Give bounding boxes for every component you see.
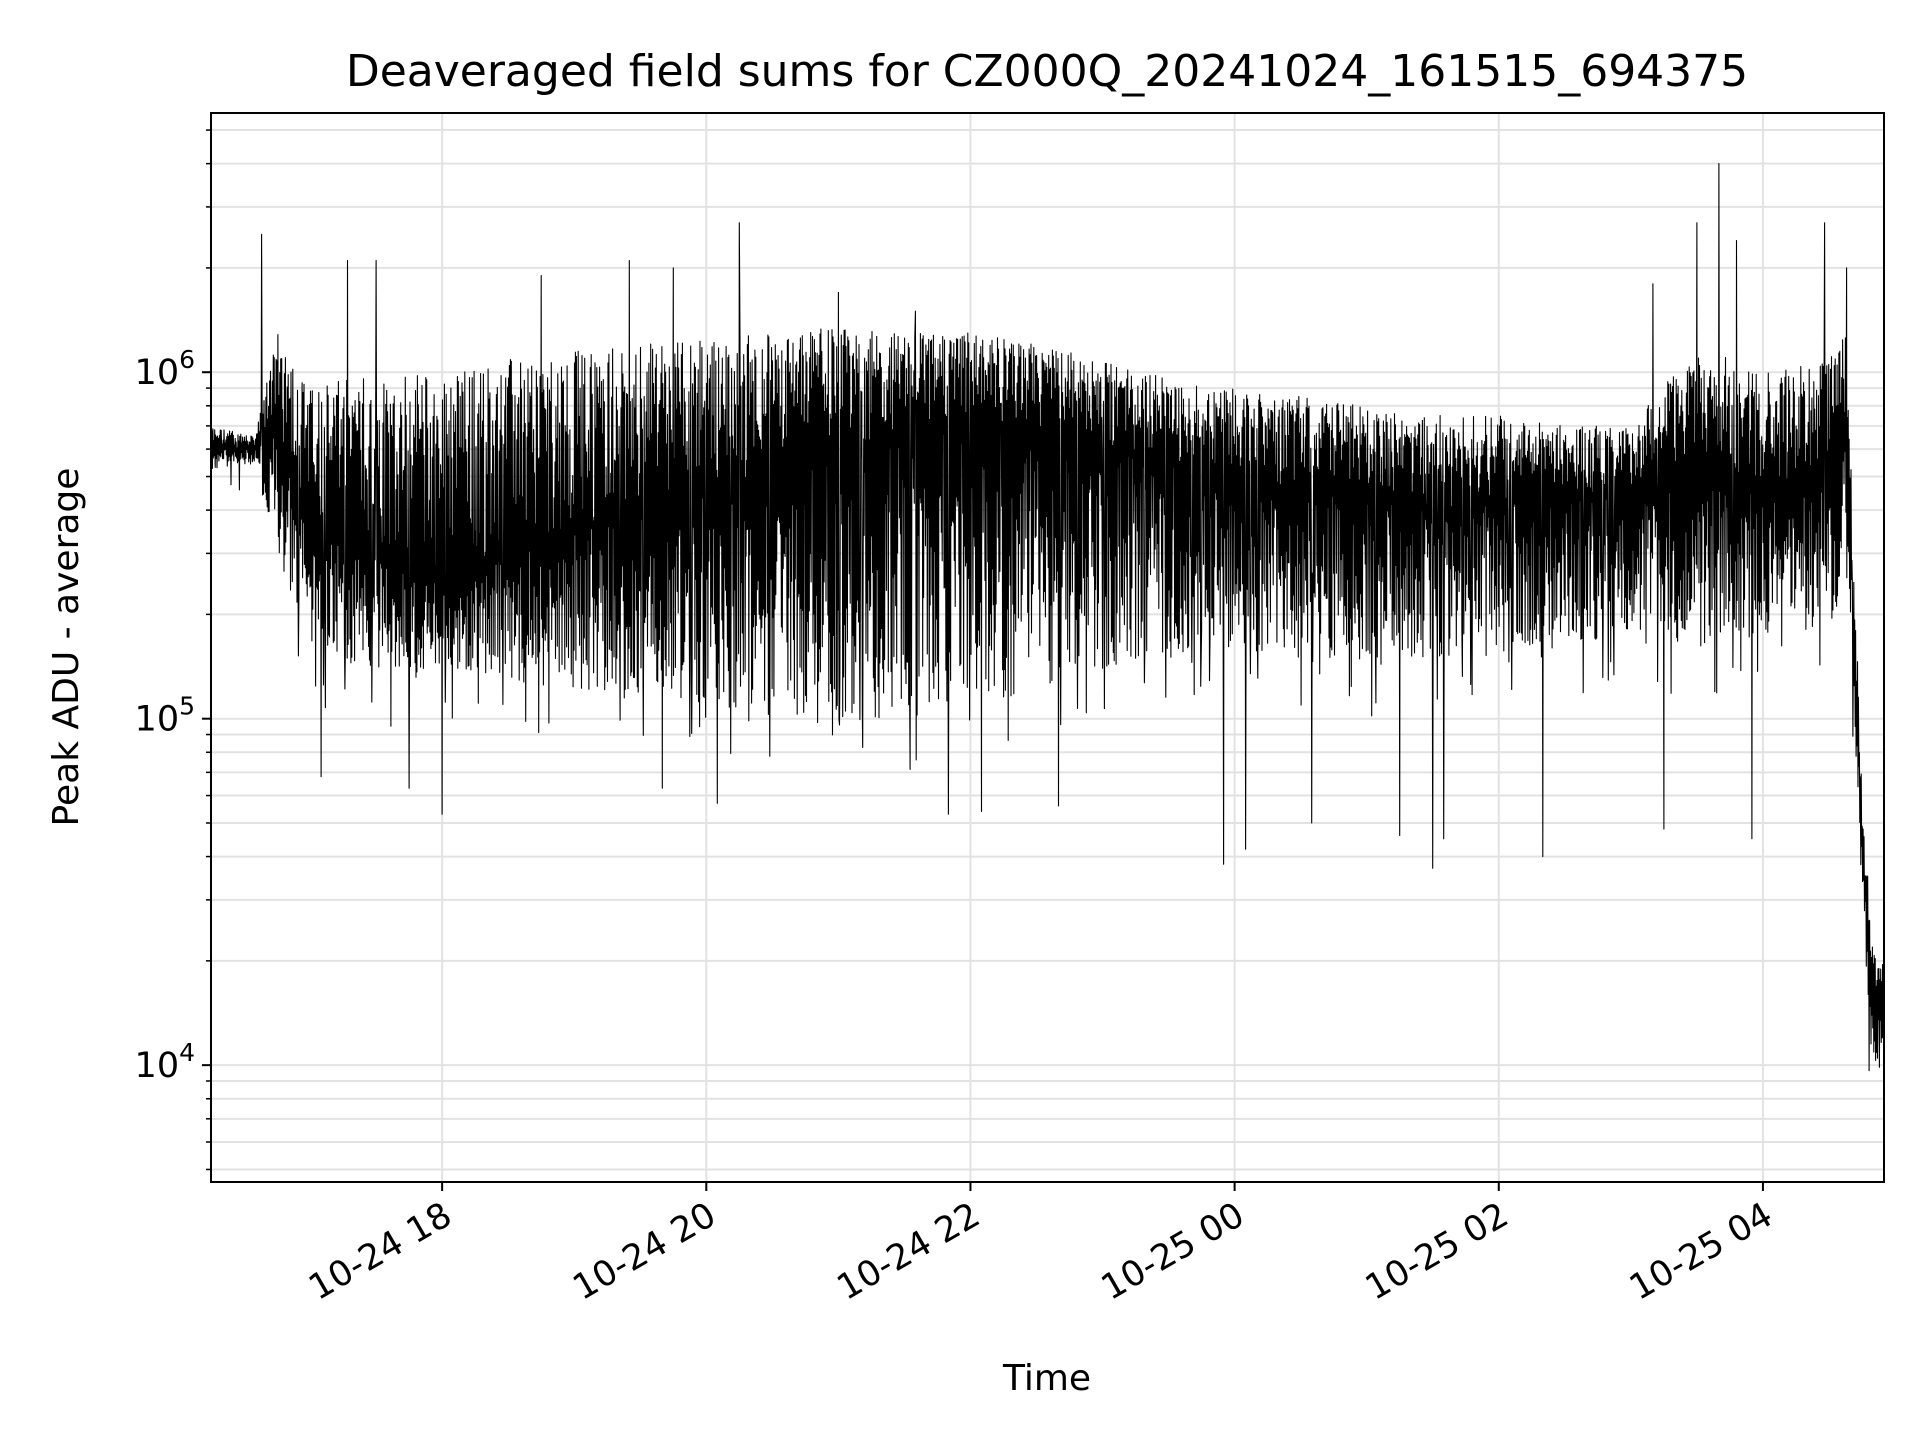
chart-title: Deaveraged field sums for CZ000Q_2024102… xyxy=(346,46,1748,97)
series-line xyxy=(210,163,1885,1072)
y-tick-exponent: 6 xyxy=(179,345,195,374)
plot-frame xyxy=(210,112,1885,1183)
data-layer xyxy=(210,163,1885,1072)
y-tick-base: 10 xyxy=(135,700,180,740)
y-tick-base: 10 xyxy=(135,1046,180,1086)
y-tick-base: 10 xyxy=(135,353,180,393)
x-axis-label: Time xyxy=(1002,1358,1091,1399)
y-axis-label: Peak ADU - average xyxy=(46,468,87,827)
grid xyxy=(211,113,1884,1182)
y-tick-exponent: 4 xyxy=(179,1038,195,1067)
y-tick-label: 104 xyxy=(135,1038,195,1086)
y-tick-exponent: 5 xyxy=(179,692,195,721)
y-tick-label: 105 xyxy=(135,692,195,740)
y-tick-label: 106 xyxy=(135,345,195,393)
